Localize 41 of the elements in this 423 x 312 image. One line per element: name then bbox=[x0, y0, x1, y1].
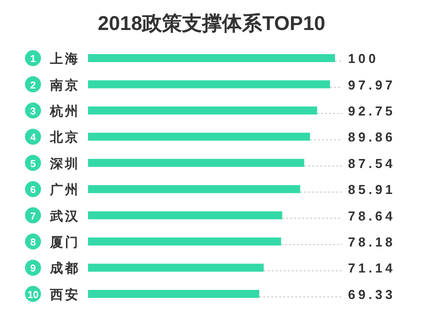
text: 4 bbox=[30, 132, 36, 144]
bar bbox=[88, 80, 330, 88]
data-label: 85.91 bbox=[348, 182, 396, 198]
text: 7 bbox=[30, 211, 36, 222]
text: 2 bbox=[30, 80, 36, 92]
bar bbox=[88, 264, 264, 272]
chart-title: 2018政策支撑体系TOP10 bbox=[98, 12, 326, 35]
y-tick-label: 深圳 bbox=[49, 156, 80, 171]
text: 6 bbox=[30, 185, 36, 196]
bar bbox=[88, 185, 300, 194]
bar bbox=[88, 132, 310, 141]
text: 9 bbox=[30, 264, 36, 275]
y-tick-label: 成都 bbox=[49, 260, 80, 276]
text: 5 bbox=[30, 158, 36, 170]
text: 10 bbox=[27, 290, 39, 301]
data-label: 78.64 bbox=[348, 208, 396, 224]
text: 1 bbox=[30, 54, 36, 66]
data-label: 69.33 bbox=[348, 286, 396, 302]
data-label: 71.14 bbox=[348, 260, 396, 276]
data-label: 97.97 bbox=[348, 77, 396, 92]
bar bbox=[88, 211, 282, 220]
y-tick-label: 北京 bbox=[49, 130, 80, 145]
y-tick-label: 武汉 bbox=[49, 208, 80, 224]
y-tick-label: 杭州 bbox=[49, 104, 80, 118]
bar bbox=[88, 106, 318, 114]
text: 3 bbox=[30, 106, 36, 118]
data-label: 89.86 bbox=[348, 130, 396, 145]
y-tick-label: 厦门 bbox=[49, 234, 80, 250]
data-label: 92.75 bbox=[348, 104, 396, 118]
data-label: 100 bbox=[348, 51, 379, 66]
y-tick-label: 南京 bbox=[49, 77, 80, 92]
bar bbox=[88, 54, 335, 62]
y-tick-label: 广州 bbox=[49, 182, 80, 198]
y-tick-label: 西安 bbox=[49, 286, 80, 302]
bar bbox=[88, 290, 260, 298]
text: 8 bbox=[30, 238, 36, 248]
data-label: 87.54 bbox=[348, 156, 396, 171]
data-label: 78.18 bbox=[348, 234, 396, 250]
bar bbox=[88, 158, 304, 167]
bar bbox=[88, 238, 282, 246]
y-tick-label: 上海 bbox=[49, 51, 80, 66]
